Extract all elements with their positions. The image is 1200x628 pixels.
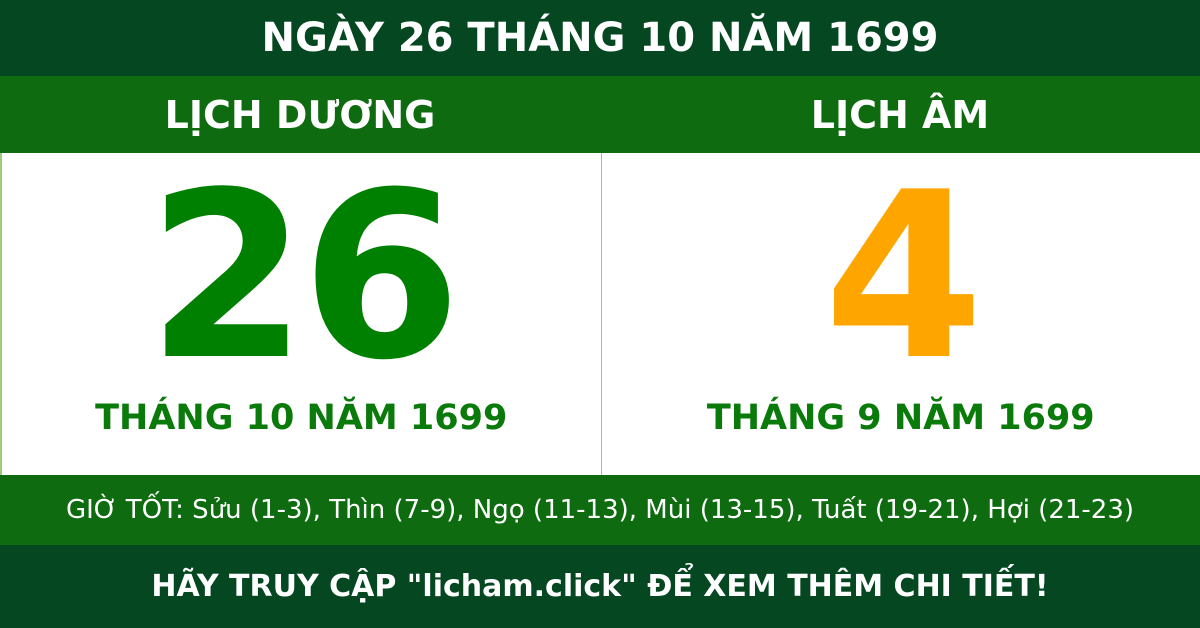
footer-cta: HÃY TRUY CẬP "licham.click" ĐỂ XEM THÊM …	[0, 545, 1200, 628]
page-title: NGÀY 26 THÁNG 10 NĂM 1699	[0, 0, 1200, 76]
good-hours: GIỜ TỐT: Sửu (1-3), Thìn (7-9), Ngọ (11-…	[0, 475, 1200, 545]
lunar-day: 4	[823, 144, 984, 411]
lunar-calendar-label: LỊCH ÂM	[810, 92, 990, 137]
lunar-column: 4 THÁNG 9 NĂM 1699	[602, 153, 1200, 475]
solar-month-year: THÁNG 10 NĂM 1699	[95, 398, 508, 438]
solar-column: 26 THÁNG 10 NĂM 1699	[2, 153, 602, 475]
lunar-month-year: THÁNG 9 NĂM 1699	[706, 398, 1095, 438]
calendar-headers: LỊCH DƯƠNG LỊCH ÂM	[0, 76, 1200, 153]
calendar-panel: 26 THÁNG 10 NĂM 1699 4 THÁNG 9 NĂM 1699	[0, 153, 1200, 475]
solar-day: 26	[147, 144, 461, 411]
solar-calendar-label: LỊCH DƯƠNG	[164, 92, 436, 137]
